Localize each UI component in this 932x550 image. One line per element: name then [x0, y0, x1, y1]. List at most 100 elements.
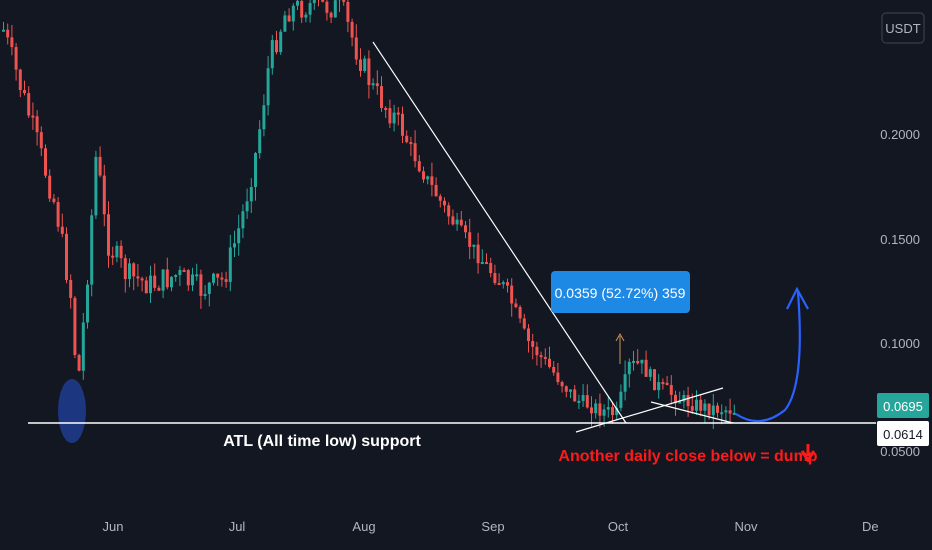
candle-body — [480, 262, 484, 265]
price-tick-partial: 0.0500 — [880, 444, 920, 459]
candle-body — [640, 359, 644, 364]
candle-body — [522, 318, 526, 329]
candle-body — [237, 228, 241, 244]
candle-body — [606, 407, 610, 410]
candle-body — [69, 279, 73, 298]
candle-body — [426, 176, 430, 180]
price-tick: 0.1500 — [880, 232, 920, 247]
currency-button[interactable] — [881, 12, 925, 44]
candle-body — [191, 274, 194, 286]
candle-body — [346, 1, 350, 22]
candle-body — [564, 386, 568, 392]
candle-body — [48, 175, 52, 199]
descending-trendline[interactable] — [372, 41, 627, 424]
time-axis[interactable]: Jun Jul Aug Sep Oct Nov De — [103, 519, 879, 534]
candle-body — [149, 275, 152, 294]
wedge-lower-line[interactable] — [650, 401, 734, 424]
candle-body — [27, 93, 31, 116]
candle-body — [493, 273, 497, 284]
candle-body — [73, 297, 77, 355]
candle-body — [123, 258, 127, 280]
candle-body — [615, 407, 619, 416]
candle-body — [321, 0, 325, 2]
candle-body — [501, 282, 505, 285]
candle-body — [195, 274, 199, 277]
candle-body — [648, 369, 652, 377]
candle-body — [174, 275, 178, 278]
candle-body — [296, 0, 299, 6]
candle-body — [94, 156, 98, 216]
candle-body — [661, 382, 665, 385]
candle-body — [350, 21, 354, 38]
candle-body — [90, 215, 94, 285]
candle-body — [35, 116, 39, 133]
forecast-arrow-head-icon — [786, 286, 809, 310]
candle-body — [39, 132, 43, 149]
candle-body — [270, 40, 274, 69]
candle-body — [443, 200, 446, 206]
candle-body — [510, 285, 514, 304]
candle-body — [392, 112, 396, 124]
candle-body — [438, 196, 442, 201]
candle-body — [669, 385, 673, 395]
candle-body — [514, 303, 518, 308]
candle-body — [594, 403, 598, 414]
time-label-oct: Oct — [608, 519, 629, 534]
candle-body — [342, 0, 346, 2]
candle-body — [476, 244, 480, 264]
price-axis[interactable]: USDT 0.2000 0.1500 0.1000 0.0500 0.0695 … — [877, 12, 929, 459]
candle-body — [18, 69, 22, 91]
candle-body — [527, 328, 530, 342]
measure-tooltip — [551, 271, 690, 313]
candle-body — [720, 412, 724, 415]
candle-body — [388, 108, 392, 124]
time-label-sep: Sep — [481, 519, 504, 534]
candle-body — [590, 407, 593, 414]
candle-body — [132, 263, 136, 277]
time-label-jul: Jul — [229, 519, 246, 534]
candle-body — [367, 58, 371, 85]
candle-body — [665, 382, 669, 386]
candle-body — [678, 401, 682, 404]
candle-body — [136, 276, 140, 279]
candle-body — [182, 270, 186, 273]
candle-body — [140, 278, 144, 281]
candle-body — [199, 274, 203, 296]
candle-body — [77, 354, 81, 371]
wedge-upper-line[interactable] — [575, 387, 724, 433]
candle-body — [115, 245, 119, 258]
candle-body — [233, 243, 236, 248]
forecast-arrow-path — [735, 291, 801, 423]
candle-body — [31, 115, 35, 118]
candle-body — [413, 143, 417, 162]
last-price-badge — [877, 393, 929, 418]
candle-body — [548, 358, 551, 367]
candlestick-series — [2, 0, 736, 429]
candle-body — [325, 1, 329, 13]
candle-body — [682, 394, 686, 402]
candle-body — [552, 366, 556, 373]
candle-body — [52, 198, 56, 203]
candle-body — [716, 405, 719, 413]
candle-body — [107, 214, 110, 256]
candle-body — [56, 202, 60, 227]
candle-body — [632, 360, 635, 363]
candle-body — [653, 369, 656, 391]
measure-tooltip-text: 0.0359 (52.72%) 359 — [555, 285, 686, 301]
candle-body — [657, 382, 661, 391]
candle-body — [291, 5, 295, 22]
candle-body — [308, 3, 312, 15]
last-price-text: 0.0695 — [883, 399, 923, 414]
candle-body — [165, 269, 169, 288]
time-label-aug: Aug — [352, 519, 375, 534]
candle-body — [489, 263, 493, 274]
candle-body — [220, 277, 224, 280]
candle-body — [380, 86, 383, 108]
candle-body — [560, 382, 564, 387]
candle-body — [283, 15, 287, 32]
candle-body — [447, 205, 451, 217]
down-arrow-icon — [800, 444, 816, 463]
candle-body — [258, 129, 262, 154]
